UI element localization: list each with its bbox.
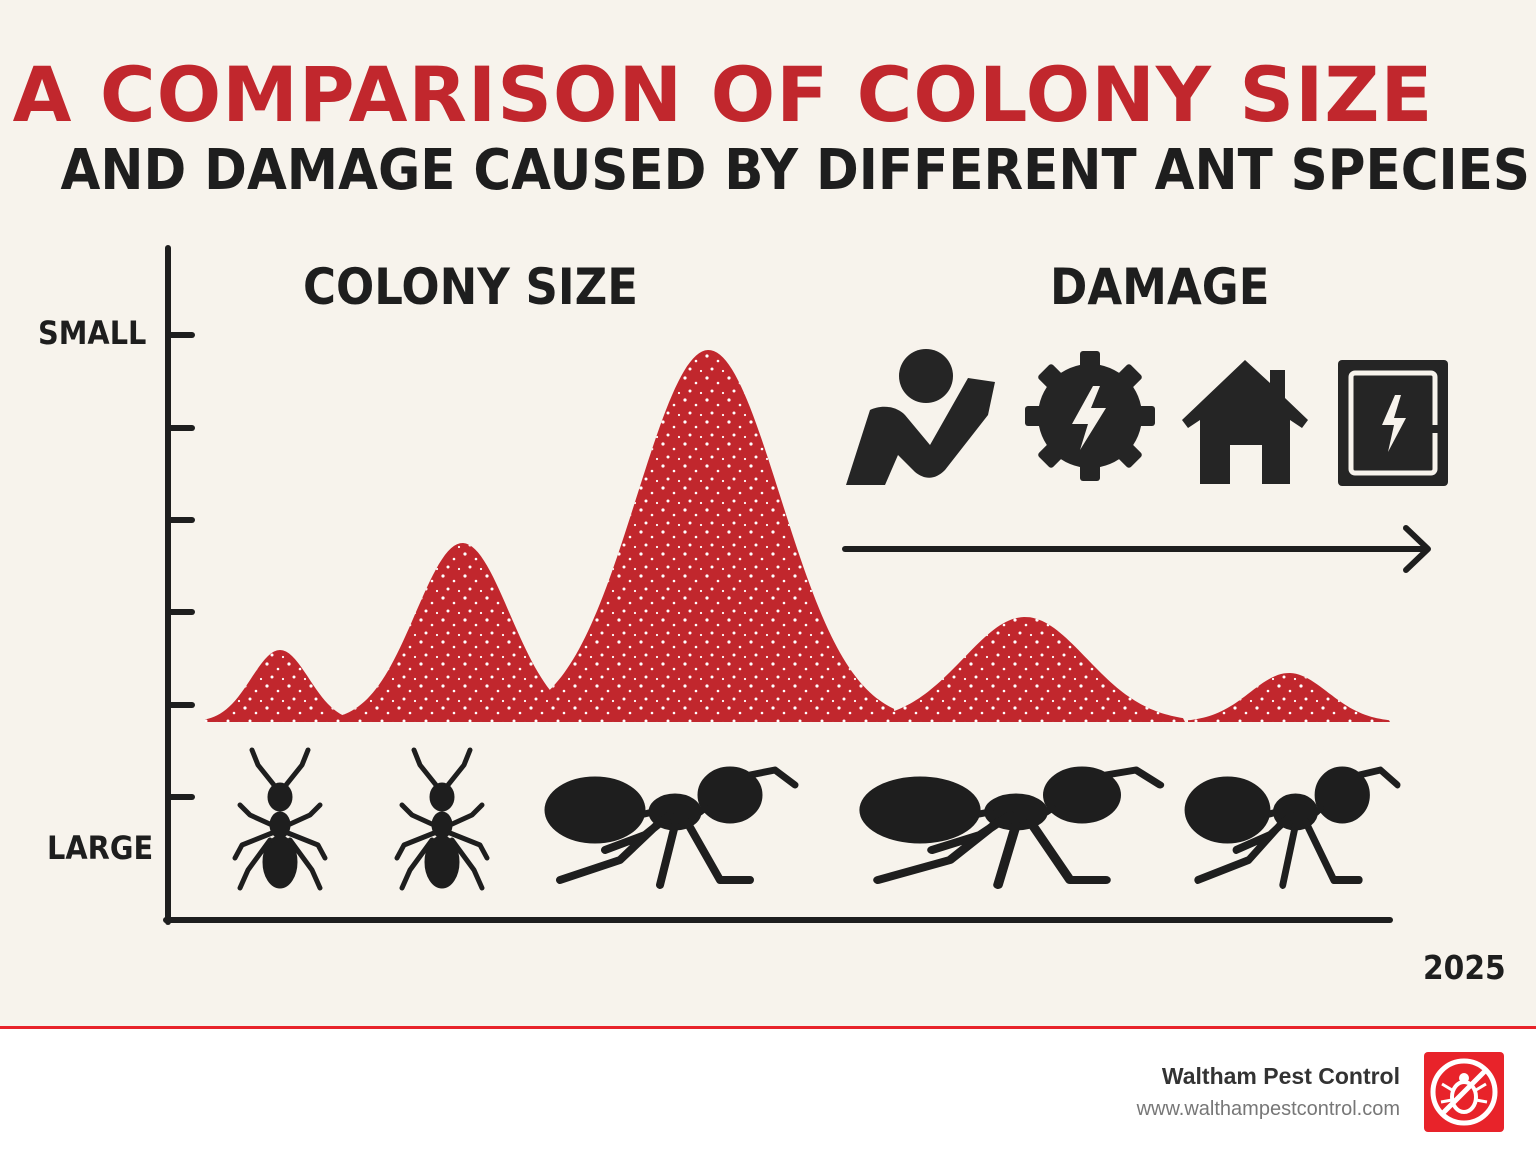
ant-side-view-icon (1184, 766, 1401, 889)
brand-name: Waltham Pest Control (1161, 1063, 1400, 1089)
main-title: A COMPARISON OF COLONY SIZE (12, 50, 1434, 139)
year-label: 2025 (1423, 948, 1506, 987)
footer (0, 1026, 1536, 1157)
ant-side-view-icon (544, 766, 799, 889)
colony-mounds (205, 350, 1390, 722)
ant-top-view-icon (232, 747, 328, 891)
mound-texture (1188, 673, 1390, 722)
mound-texture (865, 617, 1185, 722)
gear-electric-icon (1025, 351, 1155, 481)
y-axis-label-large: LARGE (47, 829, 154, 867)
ant-top-view-icon (394, 747, 490, 891)
damage-label: DAMAGE (1050, 258, 1270, 316)
mound-texture (522, 350, 895, 722)
electrical-panel-icon (1338, 360, 1448, 486)
mound-texture (340, 543, 585, 722)
diagram-canvas (163, 245, 1448, 925)
subtitle: AND DAMAGE CAUSED BY DIFFERENT ANT SPECI… (60, 138, 1530, 203)
colony-size-label: COLONY SIZE (303, 258, 639, 316)
website-link[interactable]: www.walthampestcontrol.com (1136, 1098, 1400, 1120)
damage-arrow (842, 525, 1431, 573)
y-axis-label-small: SMALL (38, 314, 147, 352)
house-icon (1182, 360, 1308, 484)
mound-texture (205, 650, 355, 722)
person-injury-icon (846, 349, 995, 485)
y-axis-ticks (165, 332, 195, 800)
no-bugs-icon (1424, 1052, 1504, 1132)
ant-side-view-icon (859, 766, 1165, 889)
